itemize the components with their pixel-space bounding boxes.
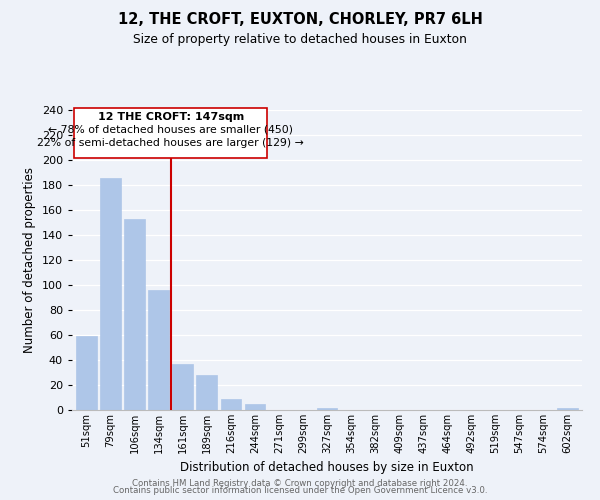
Bar — [148, 290, 169, 410]
Text: 12, THE CROFT, EUXTON, CHORLEY, PR7 6LH: 12, THE CROFT, EUXTON, CHORLEY, PR7 6LH — [118, 12, 482, 28]
Text: ← 78% of detached houses are smaller (450): ← 78% of detached houses are smaller (45… — [48, 125, 293, 135]
Bar — [557, 408, 578, 410]
Y-axis label: Number of detached properties: Number of detached properties — [23, 167, 36, 353]
Bar — [172, 364, 193, 410]
Bar — [196, 375, 217, 410]
Bar — [76, 336, 97, 410]
Bar — [245, 404, 265, 410]
Bar — [317, 408, 337, 410]
Text: Contains HM Land Registry data © Crown copyright and database right 2024.: Contains HM Land Registry data © Crown c… — [132, 478, 468, 488]
Text: Size of property relative to detached houses in Euxton: Size of property relative to detached ho… — [133, 32, 467, 46]
Bar — [100, 178, 121, 410]
Text: Contains public sector information licensed under the Open Government Licence v3: Contains public sector information licen… — [113, 486, 487, 495]
Text: 22% of semi-detached houses are larger (129) →: 22% of semi-detached houses are larger (… — [37, 138, 304, 147]
Bar — [124, 219, 145, 410]
FancyBboxPatch shape — [74, 108, 267, 158]
X-axis label: Distribution of detached houses by size in Euxton: Distribution of detached houses by size … — [180, 462, 474, 474]
Bar — [221, 399, 241, 410]
Text: 12 THE CROFT: 147sqm: 12 THE CROFT: 147sqm — [98, 112, 244, 122]
